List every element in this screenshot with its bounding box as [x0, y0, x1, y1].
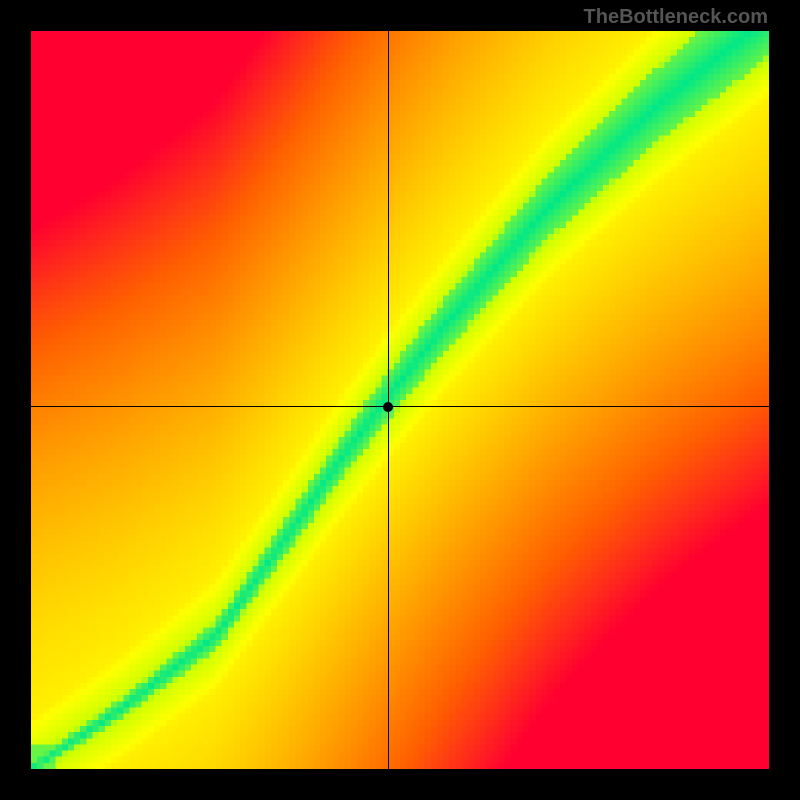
chart-container: TheBottleneck.com: [0, 0, 800, 800]
watermark-text: TheBottleneck.com: [584, 6, 768, 29]
crosshair-point: [383, 402, 393, 412]
heatmap-canvas: [31, 31, 769, 769]
